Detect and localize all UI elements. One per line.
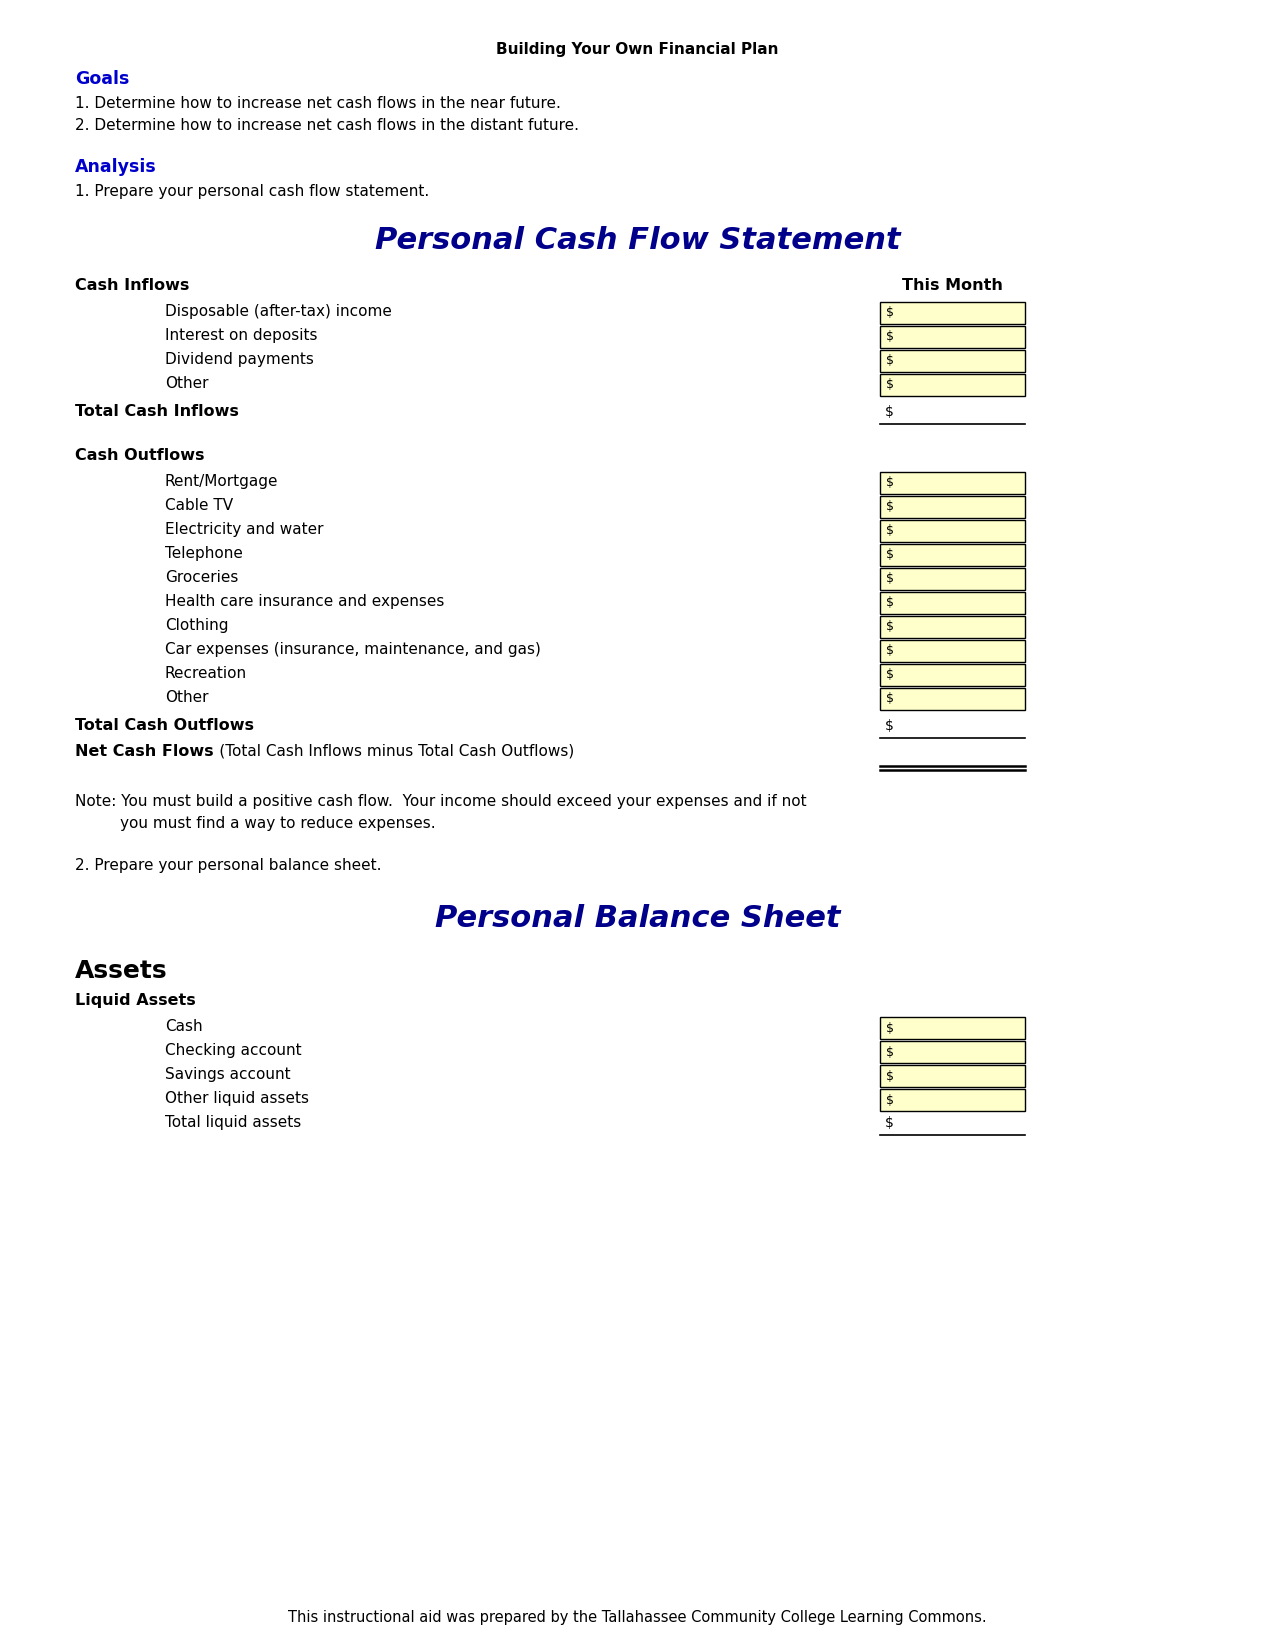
Bar xyxy=(880,350,1025,371)
Text: $: $ xyxy=(886,597,894,609)
Text: Recreation: Recreation xyxy=(164,667,247,681)
Text: Rent/Mortgage: Rent/Mortgage xyxy=(164,474,278,488)
Text: $: $ xyxy=(886,548,894,561)
Text: $: $ xyxy=(886,1069,894,1082)
Text: Health care insurance and expenses: Health care insurance and expenses xyxy=(164,594,445,609)
Text: $: $ xyxy=(886,1021,894,1035)
Text: $: $ xyxy=(885,404,894,419)
Bar xyxy=(880,520,1025,541)
Text: Dividend payments: Dividend payments xyxy=(164,351,314,366)
Text: $: $ xyxy=(886,330,894,343)
Text: Telephone: Telephone xyxy=(164,546,242,561)
Text: Personal Balance Sheet: Personal Balance Sheet xyxy=(435,904,840,932)
Text: Groceries: Groceries xyxy=(164,569,238,586)
Text: 2. Prepare your personal balance sheet.: 2. Prepare your personal balance sheet. xyxy=(75,858,381,873)
Bar xyxy=(880,688,1025,710)
Text: Other liquid assets: Other liquid assets xyxy=(164,1091,309,1106)
Text: $: $ xyxy=(886,668,894,681)
Text: This Month: This Month xyxy=(903,277,1003,294)
Text: $: $ xyxy=(886,693,894,706)
Bar xyxy=(880,472,1025,493)
Text: This instructional aid was prepared by the Tallahassee Community College Learnin: This instructional aid was prepared by t… xyxy=(288,1610,987,1625)
Text: $: $ xyxy=(886,573,894,586)
Bar xyxy=(880,568,1025,591)
Bar xyxy=(880,544,1025,566)
Text: Building Your Own Financial Plan: Building Your Own Financial Plan xyxy=(496,41,779,58)
Text: Cable TV: Cable TV xyxy=(164,498,233,513)
Text: Total Cash Outflows: Total Cash Outflows xyxy=(75,718,254,733)
Text: 1. Prepare your personal cash flow statement.: 1. Prepare your personal cash flow state… xyxy=(75,185,430,200)
Bar xyxy=(880,663,1025,686)
Text: Net Cash Flows: Net Cash Flows xyxy=(75,744,214,759)
Bar xyxy=(880,327,1025,348)
Text: Other: Other xyxy=(164,690,209,705)
Text: Car expenses (insurance, maintenance, and gas): Car expenses (insurance, maintenance, an… xyxy=(164,642,541,657)
Text: $: $ xyxy=(886,477,894,490)
Text: $: $ xyxy=(885,719,894,733)
Text: Savings account: Savings account xyxy=(164,1068,291,1082)
Text: $: $ xyxy=(886,525,894,538)
Bar xyxy=(880,1089,1025,1110)
Text: Cash Inflows: Cash Inflows xyxy=(75,277,190,294)
Text: Personal Cash Flow Statement: Personal Cash Flow Statement xyxy=(375,226,900,256)
Text: Assets: Assets xyxy=(75,959,167,983)
Text: (Total Cash Inflows minus Total Cash Outflows): (Total Cash Inflows minus Total Cash Out… xyxy=(195,744,574,759)
Text: 2. Determine how to increase net cash flows in the distant future.: 2. Determine how to increase net cash fl… xyxy=(75,119,579,134)
Bar xyxy=(880,615,1025,639)
Text: Disposable (after-tax) income: Disposable (after-tax) income xyxy=(164,304,391,318)
Text: Checking account: Checking account xyxy=(164,1043,302,1058)
Text: Clothing: Clothing xyxy=(164,619,228,634)
Text: $: $ xyxy=(885,1115,894,1130)
Text: $: $ xyxy=(886,355,894,368)
Text: you must find a way to reduce expenses.: you must find a way to reduce expenses. xyxy=(120,817,436,832)
Text: Cash Outflows: Cash Outflows xyxy=(75,449,204,464)
Bar xyxy=(880,302,1025,323)
Bar xyxy=(880,1041,1025,1063)
Text: Note: You must build a positive cash flow.  Your income should exceed your expen: Note: You must build a positive cash flo… xyxy=(75,794,807,808)
Text: $: $ xyxy=(886,307,894,320)
Text: Other: Other xyxy=(164,376,209,391)
Text: $: $ xyxy=(886,378,894,391)
Text: $: $ xyxy=(886,645,894,657)
Bar xyxy=(880,1016,1025,1040)
Text: $: $ xyxy=(886,500,894,513)
Bar xyxy=(880,640,1025,662)
Text: Total liquid assets: Total liquid assets xyxy=(164,1115,301,1130)
Bar xyxy=(880,497,1025,518)
Text: Cash: Cash xyxy=(164,1020,203,1035)
Text: Total Cash Inflows: Total Cash Inflows xyxy=(75,404,238,419)
Text: Liquid Assets: Liquid Assets xyxy=(75,993,196,1008)
Text: Goals: Goals xyxy=(75,69,129,87)
Text: Interest on deposits: Interest on deposits xyxy=(164,328,317,343)
Bar xyxy=(880,592,1025,614)
Bar xyxy=(880,1064,1025,1087)
Text: Electricity and water: Electricity and water xyxy=(164,521,324,536)
Text: $: $ xyxy=(886,1094,894,1107)
Text: $: $ xyxy=(886,1046,894,1059)
Text: 1. Determine how to increase net cash flows in the near future.: 1. Determine how to increase net cash fl… xyxy=(75,96,561,111)
Text: $: $ xyxy=(886,620,894,634)
Bar xyxy=(880,375,1025,396)
Text: Analysis: Analysis xyxy=(75,158,157,177)
